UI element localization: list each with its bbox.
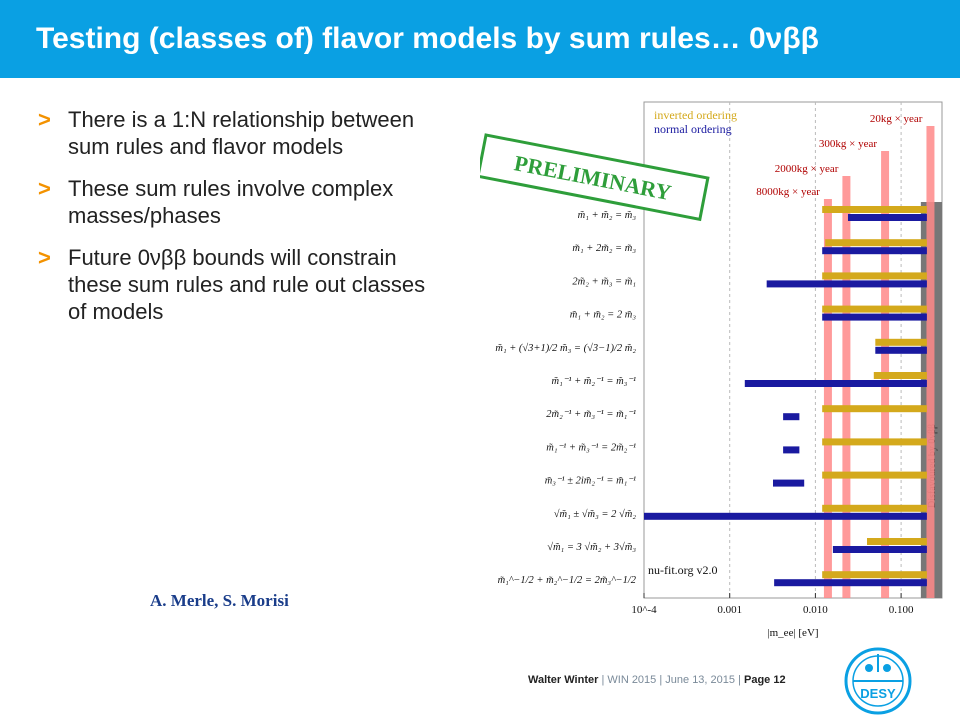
footer-date: June 13, 2015 — [665, 674, 736, 686]
footer-author: Walter Winter — [528, 674, 599, 686]
desy-logo: DESY — [844, 647, 912, 715]
normal-bar — [847, 214, 927, 221]
bullet-text: There is a 1:N relationship between sum … — [68, 107, 415, 159]
x-axis-label: |m_ee| [eV] — [767, 627, 818, 639]
sum-rule-label: √m̃₁ = 3 √m̃₂ + 3√m̃₃ — [547, 541, 636, 553]
inverted-bar — [822, 405, 927, 413]
inverted-bar — [822, 272, 927, 280]
slide-title: Testing (classes of) flavor models by su… — [36, 22, 819, 55]
bullet-text: These sum rules involve complex masses/p… — [68, 176, 394, 228]
logo-text: DESY — [860, 686, 896, 701]
sum-rule-label: m̃₁ + (√3+1)/2 m̃₃ = (√3−1)/2 m̃₂ — [495, 342, 636, 354]
footer-page: Page 12 — [744, 674, 786, 686]
x-tick-label: 0.100 — [889, 604, 914, 616]
sum-rule-label: m̃₃⁻¹ ± 2im̃₂⁻¹ = m̃₁⁻¹ — [545, 476, 636, 487]
inverted-bar — [822, 571, 927, 579]
sum-rule-label: m̃₁ + m̃₂ = m̃₃ — [578, 210, 637, 221]
inverted-bar — [825, 239, 927, 247]
exposure-label: 8000kg × year — [756, 186, 820, 198]
sum-rule-label: m̃₁^−1/2 + m̃₂^−1/2 = 2m̃₃^−1/2 — [498, 575, 637, 586]
x-tick-label: 10^-4 — [631, 604, 657, 616]
inverted-bar — [822, 471, 927, 479]
authors-credit: A. Merle, S. Morisi — [150, 591, 289, 610]
footer: Walter Winter | WIN 2015 | June 13, 2015… — [528, 674, 786, 686]
sum-rule-label: m̃₁ + m̃₂ = 2 m̃₃ — [570, 310, 637, 321]
footer-conference: WIN 2015 — [607, 674, 657, 686]
normal-bar — [783, 446, 800, 454]
footer-sep: | — [656, 674, 666, 686]
exposure-label: 300kg × year — [819, 138, 877, 150]
normal-bar — [783, 413, 800, 421]
inverted-bar — [822, 438, 927, 446]
normal-bar — [772, 479, 805, 487]
preliminary-stamp-box — [480, 133, 710, 222]
exposure-band — [823, 199, 832, 598]
x-tick-label: 0.010 — [803, 604, 828, 616]
title-bar: Testing (classes of) flavor models by su… — [0, 0, 960, 78]
sum-rule-label: 2m̃₂ + m̃₃ = m̃₁ — [572, 276, 636, 287]
exposure-band — [926, 126, 935, 598]
normal-bar — [766, 280, 927, 288]
bullet-marker: > — [38, 107, 51, 132]
normal-bar — [644, 512, 927, 520]
sum-rule-label: √m̃₁ ± √m̃₃ = 2 √m̃₂ — [554, 508, 637, 520]
exposure-label: 2000kg × year — [775, 163, 839, 175]
normal-bar — [822, 313, 927, 321]
normal-bar — [875, 346, 927, 354]
normal-bar — [832, 546, 927, 553]
footer-sep: | — [735, 674, 744, 686]
bullet-marker: > — [38, 176, 51, 201]
inverted-bar — [822, 305, 927, 313]
bullet-item: > Future 0νββ bounds will constrain these… — [38, 244, 438, 325]
sum-rule-label: m̃₁⁻¹ + m̃₃⁻¹ = 2m̃₂⁻¹ — [546, 442, 636, 453]
legend-normal: normal ordering — [654, 122, 732, 136]
inverted-bar — [873, 372, 927, 379]
inverted-bar — [867, 538, 927, 545]
sum-rule-label: m̃₁⁻¹ + m̃₂⁻¹ = m̃₃⁻¹ — [552, 376, 636, 387]
bullet-item: > These sum rules involve complex masses/… — [38, 175, 438, 229]
sum-rule-label: 2m̃₂⁻¹ + m̃₃⁻¹ = m̃₁⁻¹ — [546, 409, 636, 420]
bullet-item: > There is a 1:N relationship between sum… — [38, 106, 438, 160]
bullet-list: > There is a 1:N relationship between sum… — [38, 106, 438, 340]
normal-bar — [822, 247, 927, 255]
normal-bar — [774, 579, 927, 587]
sum-rule-label: m̃₁ + 2m̃₂ = m̃₃ — [572, 243, 636, 254]
inverted-bar — [822, 504, 927, 512]
normal-bar — [744, 380, 927, 387]
bullet-marker: > — [38, 245, 51, 270]
x-tick-label: 0.001 — [717, 604, 742, 616]
exposure-label: 20kg × year — [870, 113, 923, 125]
inverted-bar — [822, 206, 927, 213]
nufit-label: nu-fit.org v2.0 — [648, 563, 717, 577]
footer-sep: | — [598, 674, 608, 686]
legend-inverted: inverted ordering — [654, 108, 737, 122]
bullet-text: Future 0νββ bounds will constrain these … — [68, 245, 426, 324]
inverted-bar — [875, 338, 927, 346]
